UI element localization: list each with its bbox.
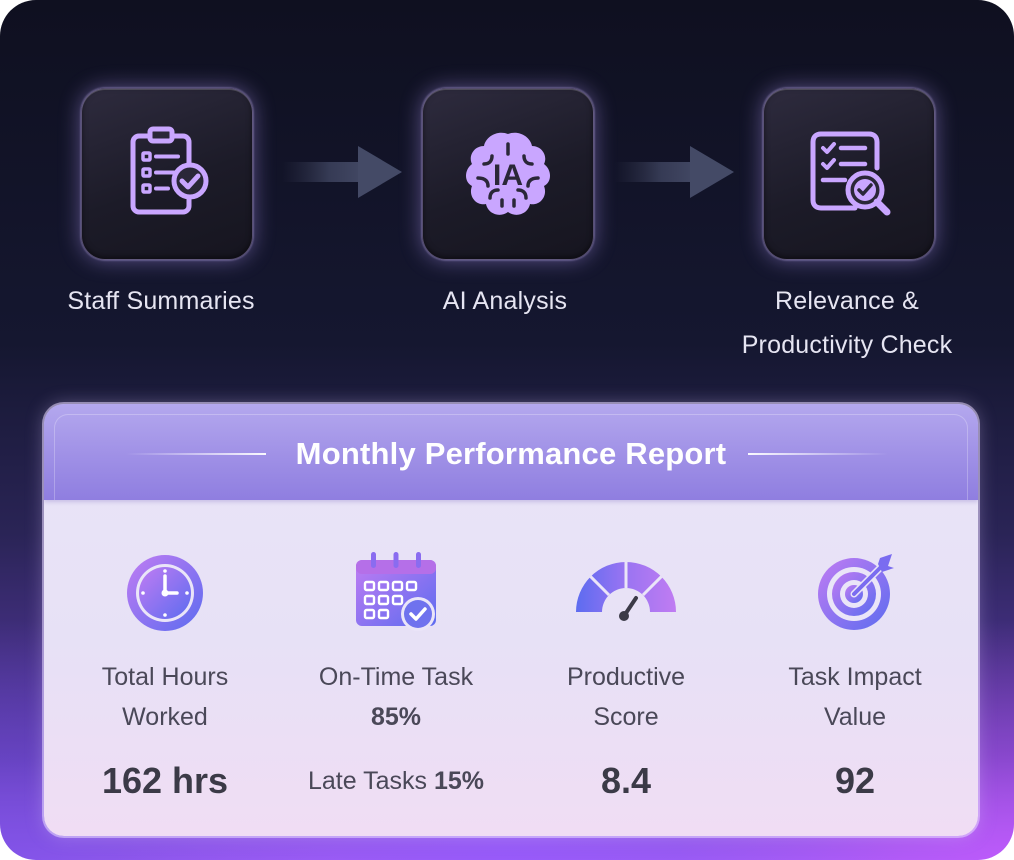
step-ai-analysis-box: IA (422, 88, 594, 260)
metric-late-tasks-percent: 15% (433, 767, 485, 795)
clipboard-check-icon (130, 126, 209, 215)
report-card: Monthly Performance Report Total Hours W… (44, 404, 978, 836)
metric-productive-value: 8.4 (600, 760, 652, 801)
title-rule-right (748, 453, 888, 455)
clock-icon (127, 555, 203, 631)
calendar-check-icon (356, 552, 436, 631)
metric-ontime-percent: 85% (370, 703, 422, 731)
metric-ontime-label-line1: On-Time Task (318, 663, 474, 691)
title-rule-left (126, 453, 266, 455)
step-label-ai-analysis: AI Analysis (442, 287, 568, 315)
step-label-relevance: Relevance & Productivity Check (712, 279, 982, 367)
target-icon (818, 554, 894, 630)
metric-ontime-label: On-Time Task 85% (286, 657, 506, 737)
metric-hours-label-line2: Worked (122, 703, 208, 731)
gauge-icon (576, 562, 676, 621)
metric-impact-label-line2: Value (823, 703, 887, 731)
flow-arrow-icon (614, 146, 734, 198)
metric-productive-label: Productive Score (516, 657, 736, 737)
step-label-staff-summaries: Staff Summaries (67, 287, 255, 315)
metric-late-tasks-label: Late Tasks (307, 767, 428, 795)
metric-hours-label-line1: Total Hours (101, 663, 229, 691)
step-label-relevance-line2: Productivity Check (741, 331, 953, 359)
brain-icon-text: IA (493, 159, 523, 192)
metric-hours-value: 162 hrs (101, 760, 229, 801)
metric-impact-label: Task Impact Value (745, 657, 965, 737)
brain-icon: IA (466, 132, 550, 215)
metric-productive-label-line2: Score (593, 703, 659, 731)
metric-impact-label-line1: Task Impact (788, 663, 922, 691)
step-staff-summaries-box (81, 88, 253, 260)
metric-hours-label: Total Hours Worked (55, 657, 275, 737)
metric-impact-value: 92 (834, 760, 876, 801)
step-relevance-box (763, 88, 935, 260)
metric-late-tasks: Late Tasks 15% (276, 761, 516, 801)
step-label-relevance-line1: Relevance & (775, 287, 919, 315)
checklist-search-icon (810, 131, 891, 216)
flow-arrow-icon (282, 146, 402, 198)
metric-productive-label-line1: Productive (566, 663, 686, 691)
report-header (44, 404, 978, 500)
report-title: Monthly Performance Report (295, 436, 727, 471)
